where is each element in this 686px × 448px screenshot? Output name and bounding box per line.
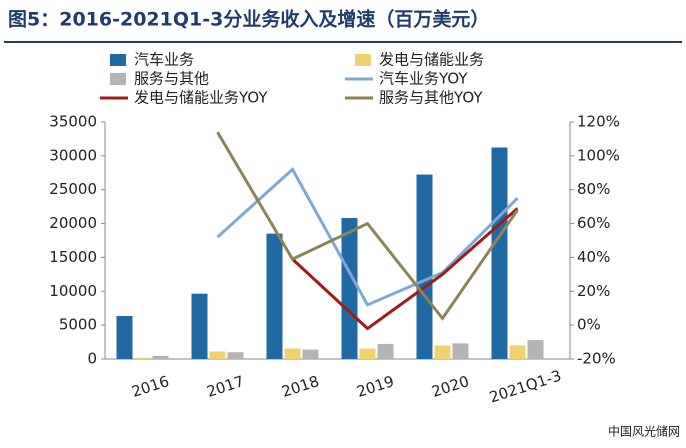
legend-label: 发电与储能业务YOY xyxy=(134,89,268,107)
legend-label: 服务与其他YOY xyxy=(379,89,483,107)
bar xyxy=(434,345,451,359)
x-tick-label: 2020 xyxy=(429,372,471,401)
legend-label: 汽车业务 xyxy=(134,51,194,69)
bar xyxy=(377,343,394,359)
x-tick-label: 2019 xyxy=(354,372,396,401)
bar xyxy=(152,355,169,359)
bar xyxy=(302,349,319,359)
bar xyxy=(284,348,301,359)
legend-swatch xyxy=(355,54,371,66)
y-tick-label: 0 xyxy=(87,350,97,368)
bar xyxy=(491,147,508,359)
legend-swatch xyxy=(110,73,126,85)
legend-label: 服务与其他 xyxy=(134,70,209,88)
y-tick-label: 25000 xyxy=(49,180,97,198)
y2-tick-label: 100% xyxy=(577,146,620,164)
bar xyxy=(134,357,151,359)
x-tick-label: 2016 xyxy=(129,372,171,401)
y-tick-label: 15000 xyxy=(49,248,97,266)
bar xyxy=(359,348,376,359)
y-tick-label: 35000 xyxy=(49,113,97,131)
y-tick-label: 5000 xyxy=(59,316,97,334)
y2-tick-label: 0% xyxy=(577,316,601,334)
line-series xyxy=(291,207,519,331)
y2-tick-label: 40% xyxy=(577,248,610,266)
y-tick-label: 10000 xyxy=(49,282,97,300)
bar xyxy=(266,233,283,359)
y2-tick-label: 20% xyxy=(577,282,610,300)
bar xyxy=(227,352,244,359)
bar xyxy=(416,174,433,359)
bar xyxy=(116,315,133,359)
y-tick-label: 20000 xyxy=(49,214,97,232)
y-tick-label: 30000 xyxy=(49,146,97,164)
bar xyxy=(209,351,226,359)
legend-label: 汽车业务YOY xyxy=(379,70,468,88)
x-tick-label: 2017 xyxy=(204,372,246,401)
bar xyxy=(191,293,208,359)
line-series xyxy=(216,167,519,307)
bar xyxy=(509,345,526,359)
bar xyxy=(341,218,358,359)
y2-tick-label: 60% xyxy=(577,214,610,232)
y2-tick-label: -20% xyxy=(577,350,616,368)
bar xyxy=(452,343,469,359)
x-tick-label: 2021Q1-3 xyxy=(487,366,563,406)
watermark: 中国风光储网 xyxy=(608,424,680,439)
bar xyxy=(527,340,544,359)
legend-label: 发电与储能业务 xyxy=(379,51,484,69)
legend-swatch xyxy=(110,54,126,66)
y2-tick-label: 120% xyxy=(577,113,620,131)
x-tick-label: 2018 xyxy=(279,372,321,401)
chart-title: 图5：2016-2021Q1-3分业务收入及增速（百万美元） xyxy=(8,8,489,31)
line-series xyxy=(216,131,519,321)
y2-tick-label: 80% xyxy=(577,180,610,198)
